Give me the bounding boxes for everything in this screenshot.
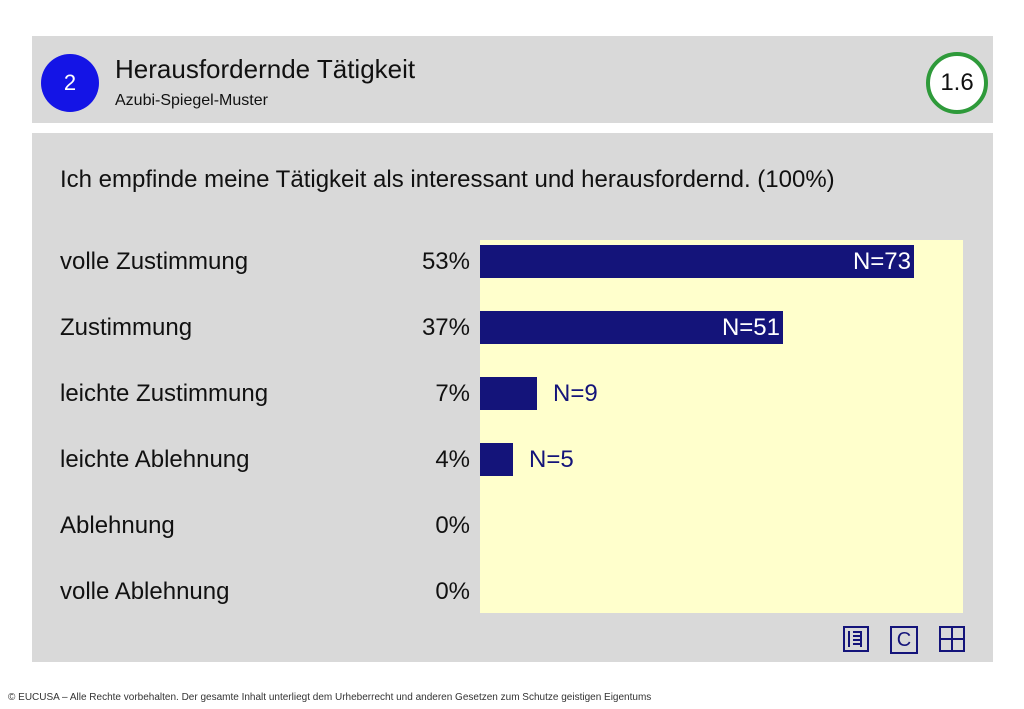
bar-count-label: N=5 [529,446,574,473]
percent-label: 0% [435,512,470,539]
percent-label: 37% [421,314,470,341]
percent-label: 0% [435,578,470,605]
bar-1 [480,245,914,278]
category-label: volle Zustimmung [60,248,249,275]
copyright-footer: © EUCUSA – Alle Rechte vorbehalten. Der … [8,692,652,703]
grid-view-icon[interactable] [939,626,965,652]
bar-count-label: N=51 [721,314,780,341]
header-panel [32,36,993,123]
category-label: Ablehnung [60,512,175,539]
category-label: leichte Zustimmung [60,380,269,407]
bar-count-label: N=9 [553,380,598,407]
slide-number-badge: 1.6 [926,52,988,114]
bar-3 [480,377,537,410]
c-icon[interactable]: C [890,626,918,654]
category-label: Zustimmung [60,314,193,341]
question-text: Ich empfinde meine Tätigkeit als interes… [60,166,835,193]
category-label: volle Ablehnung [60,578,230,605]
percent-label: 53% [421,248,470,275]
bar-4 [480,443,513,476]
chart-plot-area: N=73 N=51 N=9 N=5 [480,240,963,613]
bar-count-label: N=73 [852,248,911,275]
list-view-icon[interactable] [843,626,869,652]
page-title: Herausfordernde Tätigkeit [115,54,416,84]
category-label: leichte Ablehnung [60,446,250,473]
bar-2 [480,311,783,344]
percent-label: 7% [435,380,470,407]
percent-label: 4% [435,446,470,473]
page-subtitle: Azubi-Spiegel-Muster [115,92,268,109]
section-badge: 2 [41,54,99,112]
